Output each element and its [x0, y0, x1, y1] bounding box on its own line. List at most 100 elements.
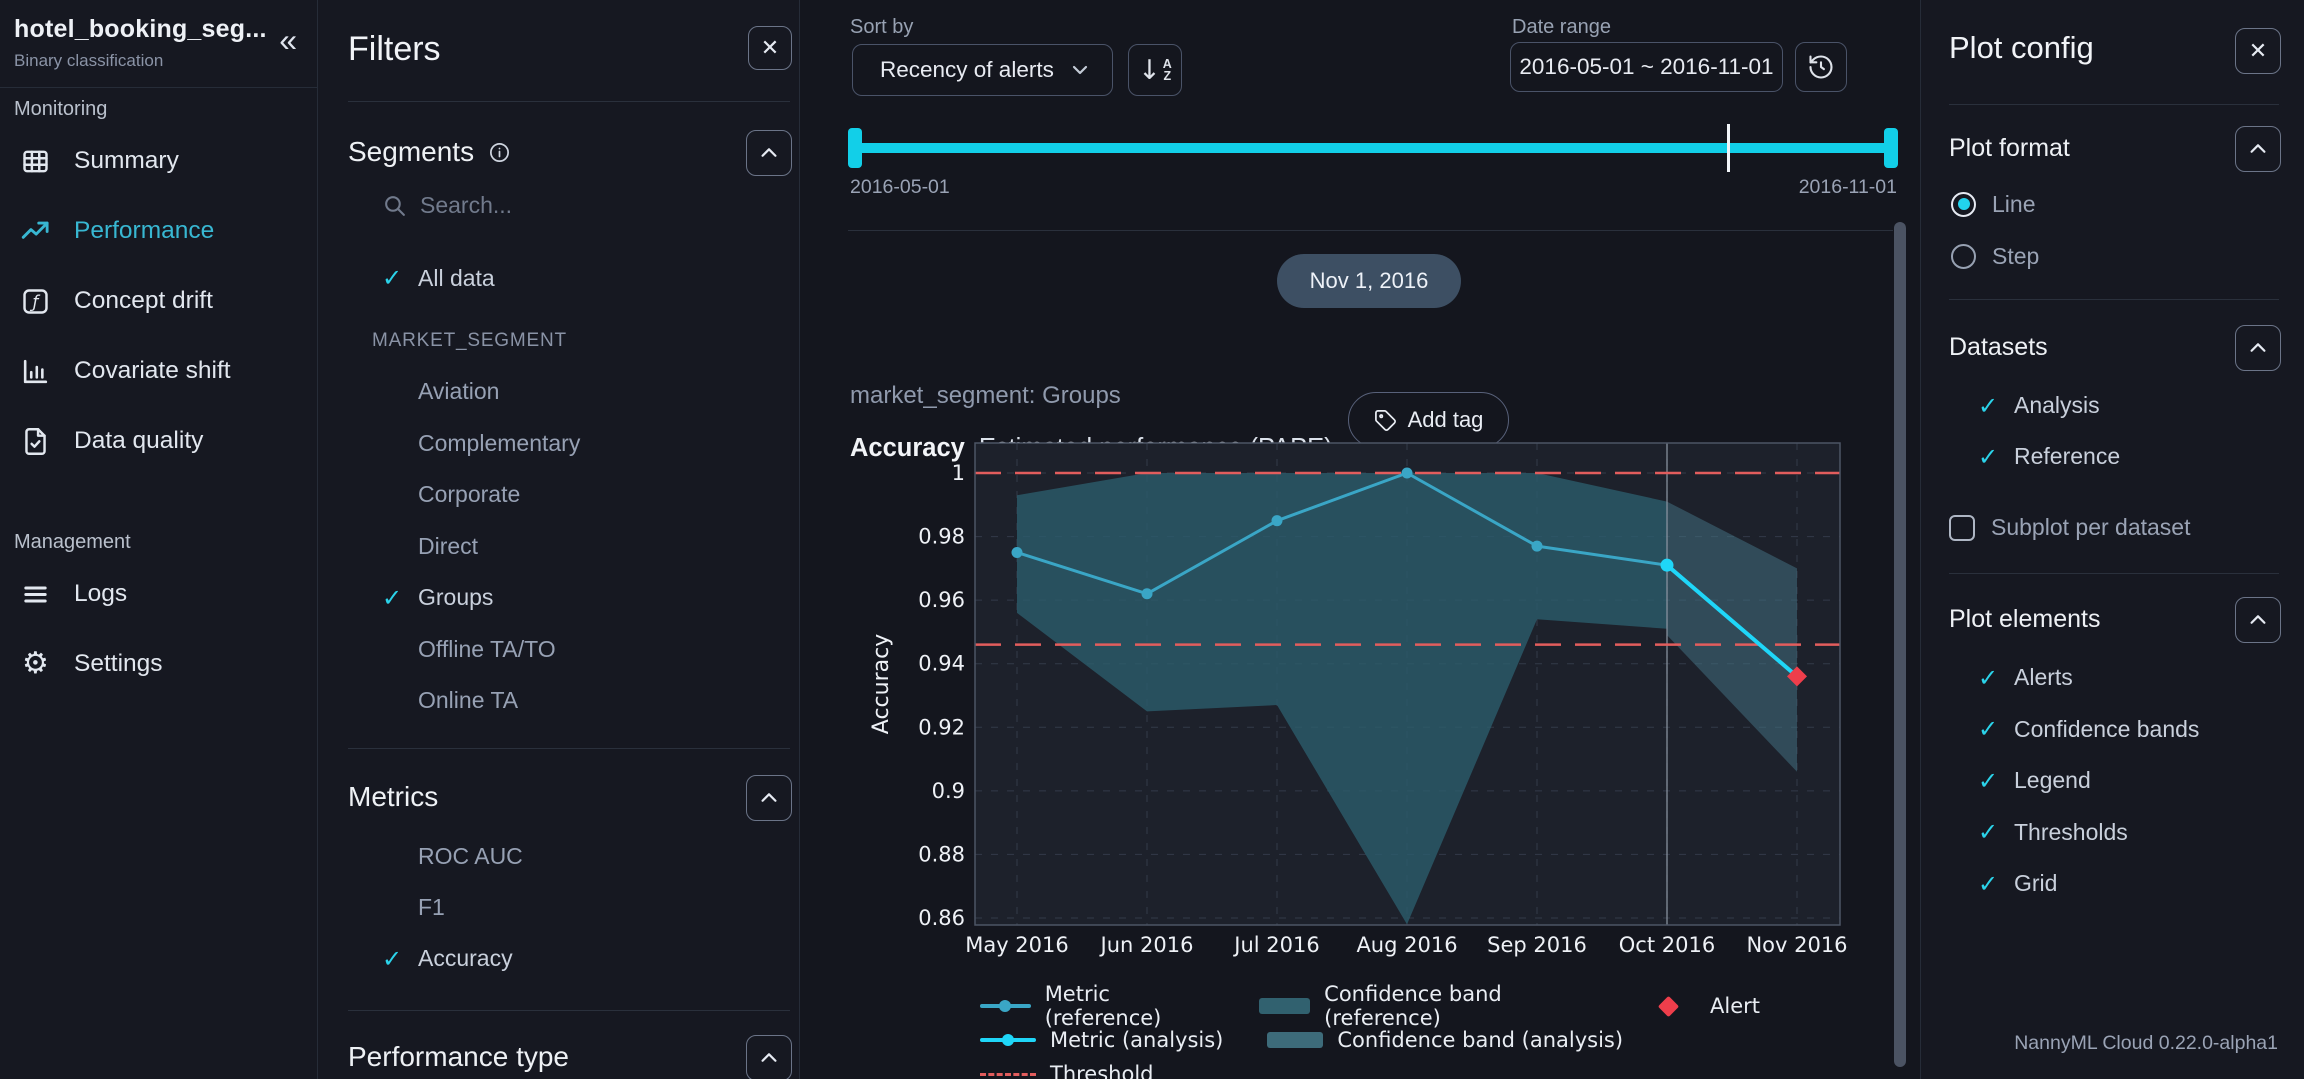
slider-current-marker[interactable] [1727, 124, 1730, 172]
legend-threshold-swatch [980, 1072, 1036, 1076]
document-check-icon [20, 426, 51, 457]
segment-option-label: Corporate [418, 481, 521, 508]
plot-element-options: ✓ Alerts ✓ Confidence bands ✓ Legend ✓ Threshol… [1921, 652, 2304, 910]
metric-option-roc-auc[interactable]: ROC AUC [382, 831, 799, 882]
metric-option-accuracy[interactable]: ✓ Accuracy [382, 933, 799, 984]
legend-item-confidence-band-reference[interactable]: Confidence band (reference) [1259, 982, 1597, 1030]
svg-text:0.94: 0.94 [918, 652, 965, 676]
legend-item-alert[interactable]: Alert [1641, 994, 1760, 1018]
segment-option-online-ta[interactable]: Online TA [382, 675, 799, 727]
plot-element-option-label: Thresholds [2014, 818, 2128, 845]
plot-config-title: Plot config [1949, 30, 2094, 65]
segment-option-aviation[interactable]: Aviation [382, 366, 799, 418]
datasets-collapse-button[interactable] [2235, 325, 2281, 371]
date-range-label: Date range [1512, 16, 1611, 38]
app-version: NannyML Cloud 0.22.0-alpha1 [2014, 1032, 2278, 1054]
plot-elements-collapse-button[interactable] [2235, 597, 2281, 643]
metric-options-list: ROC AUC F1 ✓ Accuracy [318, 831, 799, 984]
legend-item-confidence-band-analysis[interactable]: Confidence band (analysis) [1267, 1028, 1623, 1052]
plot-element-option-alerts[interactable]: ✓ Alerts [1978, 652, 2304, 704]
sidebar-item-data-quality[interactable]: Data quality [0, 406, 317, 476]
check-icon: ✓ [1978, 818, 1999, 847]
date-range-reset-button[interactable] [1795, 42, 1847, 92]
slider-end-date: 2016-11-01 [1798, 176, 1897, 198]
segment-option-direct[interactable]: Direct [382, 521, 799, 573]
segment-option-corporate[interactable]: Corporate [382, 469, 799, 521]
segment-option-complementary[interactable]: Complementary [382, 418, 799, 470]
search-input[interactable] [420, 192, 680, 219]
plot-element-option-grid[interactable]: ✓ Grid [1978, 858, 2304, 910]
divider [1949, 299, 2279, 300]
plot-format-label: Line [1992, 190, 2036, 217]
dataset-option-analysis[interactable]: ✓ Analysis [1978, 380, 2304, 431]
tag-icon [1374, 409, 1396, 431]
svg-text:0.88: 0.88 [918, 842, 965, 866]
table-icon [20, 146, 51, 177]
metric-option-f1[interactable]: F1 [382, 882, 799, 933]
sidebar-item-logs[interactable]: Logs [0, 559, 317, 629]
sidebar-collapse-icon[interactable]: « [279, 22, 297, 58]
divider [348, 748, 790, 749]
vertical-scrollbar[interactable] [1894, 222, 1906, 1067]
divider [1949, 573, 2279, 574]
legend-item-metric-analysis[interactable]: Metric (analysis) [980, 1028, 1223, 1052]
plot-format-option-line[interactable]: Line [1921, 178, 2304, 230]
legend-band-swatch [1267, 1032, 1324, 1048]
sort-by-select[interactable]: Recency of alerts [852, 44, 1113, 96]
sidebar-item-label: Covariate shift [74, 357, 231, 384]
date-range-slider-track[interactable] [852, 143, 1897, 153]
check-icon: ✓ [1978, 715, 1999, 744]
svg-text:Accuracy: Accuracy [869, 634, 894, 734]
svg-text:0.92: 0.92 [918, 715, 965, 739]
add-tag-button[interactable]: Add tag [1348, 392, 1509, 448]
sidebar-item-label: Data quality [74, 427, 204, 454]
add-tag-label: Add tag [1407, 407, 1484, 432]
segment-option-offline-ta-to[interactable]: Offline TA/TO [382, 624, 799, 676]
svg-text:0.96: 0.96 [918, 588, 965, 612]
alert-diamond-icon [1657, 995, 1680, 1017]
segments-collapse-button[interactable] [746, 130, 792, 176]
sidebar-item-summary[interactable]: Summary [0, 126, 317, 196]
date-range-input[interactable] [1510, 42, 1783, 92]
metrics-collapse-button[interactable] [746, 775, 792, 821]
info-icon[interactable] [488, 141, 511, 164]
legend-row: Threshold [980, 1060, 1760, 1079]
sidebar-item-concept-drift[interactable]: ƒ Concept drift [0, 266, 317, 336]
slider-handle-end[interactable] [1884, 128, 1898, 168]
plot-element-option-confidence-bands[interactable]: ✓ Confidence bands [1978, 704, 2304, 756]
list-lines-icon [20, 579, 51, 610]
plot-segment-label: market_segment: Groups [850, 382, 1121, 409]
plot-element-option-legend[interactable]: ✓ Legend [1978, 755, 2304, 807]
check-icon: ✓ [382, 583, 403, 612]
segment-option-label: Online TA [418, 687, 519, 714]
filters-close-button[interactable]: ✕ [748, 26, 792, 70]
legend-item-threshold[interactable]: Threshold [980, 1062, 1154, 1079]
dataset-option-reference[interactable]: ✓ Reference [1978, 431, 2304, 482]
svg-text:Oct 2016: Oct 2016 [1619, 933, 1715, 957]
segment-option-all-data[interactable]: ✓ All data [318, 256, 799, 300]
slider-handle-start[interactable] [848, 128, 862, 168]
divider [1949, 104, 2279, 105]
svg-text:0.9: 0.9 [932, 779, 965, 803]
sidebar-item-performance[interactable]: Performance [0, 196, 317, 266]
segment-option-groups[interactable]: ✓ Groups [382, 572, 799, 624]
segment-option-label: All data [418, 264, 495, 291]
plot-elements-heading: Plot elements [1949, 605, 2101, 633]
svg-text:ƒ: ƒ [30, 291, 41, 311]
svg-text:Nov 2016: Nov 2016 [1746, 933, 1847, 957]
legend-band-swatch [1259, 998, 1311, 1014]
legend-item-metric-reference[interactable]: Metric (reference) [980, 982, 1215, 1030]
plot-element-option-thresholds[interactable]: ✓ Thresholds [1978, 807, 2304, 859]
subplot-per-dataset-toggle[interactable]: Subplot per dataset [1949, 514, 2190, 541]
sidebar-item-settings[interactable]: ⚙ Settings [0, 629, 317, 699]
sidebar-item-covariate-shift[interactable]: Covariate shift [0, 336, 317, 406]
plot-format-option-step[interactable]: Step [1921, 230, 2304, 282]
plot-config-close-button[interactable]: ✕ [2235, 28, 2281, 74]
plot-format-collapse-button[interactable] [2235, 126, 2281, 172]
performance-type-collapse-button[interactable] [746, 1035, 792, 1079]
chevron-up-icon [761, 793, 777, 802]
divider [348, 1010, 790, 1011]
check-icon: ✓ [382, 264, 403, 292]
